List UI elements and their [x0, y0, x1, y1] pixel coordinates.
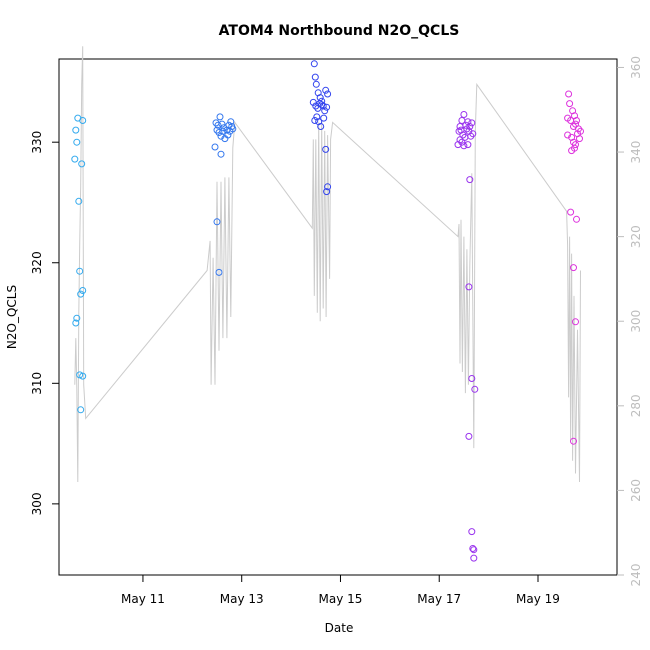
x-tick-label: May 11: [121, 592, 165, 606]
x-tick-label: May 15: [319, 592, 363, 606]
data-point-s0-13: [79, 372, 87, 380]
data-point-s3-23: [471, 385, 479, 393]
data-point-s1-2: [216, 113, 224, 121]
data-point-s2-2: [312, 80, 320, 88]
data-point-s2-7: [322, 86, 330, 94]
data-point-s4-21: [570, 264, 577, 272]
data-point-s3-25: [468, 528, 476, 536]
data-point-s2-22: [324, 183, 332, 191]
chart-title: ATOM4 Northbound N2O_QCLS: [219, 23, 460, 39]
y-right-tick-label: 320: [629, 225, 643, 248]
data-point-s2-1: [311, 73, 319, 81]
data-point-s2-23: [323, 188, 331, 196]
data-point-s1-1: [214, 121, 222, 129]
data-point-s4-16: [572, 141, 579, 149]
data-point-s3-3: [462, 121, 470, 129]
data-point-s4-14: [568, 133, 576, 141]
data-point-s1-10: [215, 129, 223, 136]
data-point-s2-16: [311, 117, 319, 124]
data-point-s3-27: [470, 546, 478, 554]
data-point-s0-7: [76, 267, 84, 275]
data-point-s2-19: [317, 123, 325, 130]
data-point-s4-23: [570, 437, 577, 445]
data-point-s3-24: [465, 432, 473, 440]
data-point-s1-19: [213, 218, 221, 226]
y-right-tick-label: 360: [629, 56, 643, 79]
data-point-s0-10: [73, 314, 81, 322]
data-point-s0-14: [77, 406, 85, 414]
y-right-tick-label: 240: [629, 564, 643, 587]
data-point-s1-18: [217, 150, 225, 158]
data-point-s4-18: [571, 144, 578, 152]
y-axis-label: N2O_QCLS: [5, 285, 19, 349]
data-point-s3-21: [465, 283, 473, 291]
x-tick-label: May 19: [516, 592, 560, 606]
y-left-tick-label: 330: [30, 131, 44, 154]
data-point-s4-8: [567, 117, 575, 124]
data-point-s1-7: [227, 118, 235, 126]
y-right-tick-label: 280: [629, 394, 643, 417]
data-point-s3-14: [469, 130, 477, 138]
data-point-s3-22: [468, 375, 476, 382]
data-point-s3-26: [469, 545, 477, 552]
data-point-s2-0: [310, 60, 318, 68]
plot-frame: [58, 58, 618, 576]
data-point-s1-14: [224, 131, 232, 139]
x-tick-label: May 17: [417, 592, 461, 606]
data-point-s3-19: [464, 141, 472, 149]
data-point-s4-19: [567, 208, 575, 216]
data-point-s3-17: [458, 138, 466, 146]
data-point-s4-22: [572, 318, 579, 326]
data-point-s1-12: [219, 127, 227, 135]
data-point-s2-17: [313, 113, 321, 121]
data-point-s0-1: [72, 126, 80, 134]
data-point-s3-28: [470, 554, 478, 562]
y-right-tick-label: 340: [629, 141, 643, 164]
data-point-s4-10: [572, 120, 579, 128]
y-right-tick-label: 260: [629, 479, 643, 502]
data-point-s4-0: [565, 90, 573, 98]
data-point-s3-6: [468, 119, 476, 127]
data-point-s2-20: [320, 114, 328, 122]
data-point-s2-21: [322, 145, 330, 153]
x-tick-label: May 13: [220, 592, 264, 606]
x-axis: May 11 May 13 May 15 May 17 May 19: [121, 575, 560, 606]
data-point-s1-15: [226, 127, 234, 135]
data-point-s0-11: [72, 319, 80, 327]
data-point-s3-4: [464, 118, 472, 126]
data-point-s3-2: [460, 111, 468, 118]
y-right-tick-label: 300: [629, 310, 643, 333]
y-left-tick-label: 320: [30, 251, 44, 274]
points-layer: [71, 60, 584, 562]
data-point-s0-4: [79, 117, 87, 124]
data-point-s0-3: [71, 155, 79, 163]
data-point-s4-12: [576, 135, 583, 143]
data-point-s1-20: [215, 268, 223, 276]
data-point-s3-18: [460, 142, 468, 150]
data-point-s1-3: [218, 120, 226, 128]
data-point-s1-16: [228, 123, 236, 130]
data-point-s1-17: [211, 143, 219, 151]
data-point-s2-11: [314, 104, 322, 112]
data-point-s0-6: [75, 197, 83, 205]
data-point-s2-15: [323, 103, 331, 111]
data-point-s0-2: [73, 138, 81, 146]
data-point-s3-20: [466, 176, 474, 184]
data-point-s2-14: [321, 107, 329, 115]
data-point-s0-9: [79, 287, 87, 294]
data-point-s0-8: [77, 290, 85, 298]
data-point-s4-1: [566, 100, 574, 108]
data-point-s4-20: [573, 215, 580, 223]
data-point-s0-5: [78, 160, 86, 168]
x-axis-label: Date: [325, 621, 354, 635]
y-left-tick-label: 300: [30, 492, 44, 515]
y-axis-right: 240 260 280 300 320 340 360: [617, 56, 643, 586]
y-left-tick-label: 310: [30, 372, 44, 395]
y-axis-left: 300 310 320 330: [30, 131, 59, 515]
data-point-s2-8: [324, 90, 332, 98]
